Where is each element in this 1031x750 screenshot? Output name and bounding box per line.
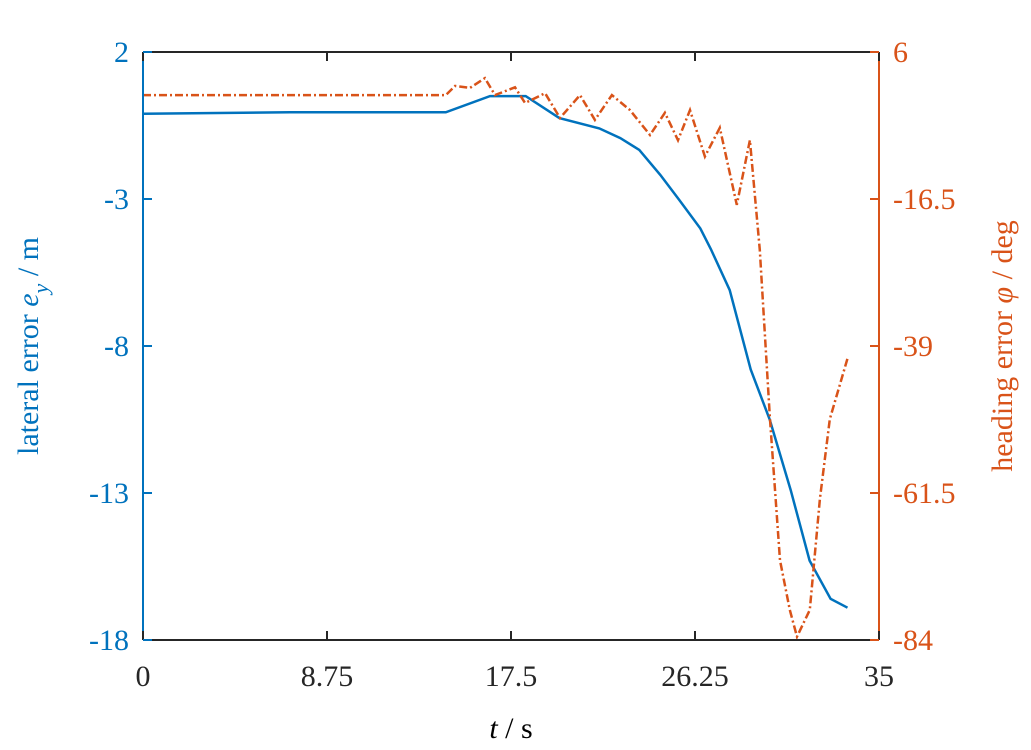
y-label-sub: y	[28, 283, 53, 295]
y2-axis-label: heading error φ / deg	[986, 220, 1019, 472]
y-tick-label: -8	[104, 330, 129, 363]
x-tick-label: 8.75	[301, 660, 354, 693]
x-axis-label: t / s	[489, 712, 532, 745]
x-tick-label: 17.5	[485, 660, 538, 693]
y-tick-label: 2	[114, 36, 129, 69]
x-tick-label: 0	[136, 660, 151, 693]
data-line	[142, 94, 849, 609]
data-line	[143, 76, 850, 641]
y2-tick-label: 6	[893, 36, 908, 69]
y-tick-label: -18	[89, 624, 129, 657]
x-label-var: t	[489, 712, 498, 745]
x-tick-label: 35	[864, 660, 894, 693]
y2-label-text: heading error	[986, 304, 1019, 472]
y2-tick-label: -61.5	[893, 477, 956, 510]
y2-tick-label: -39	[893, 330, 933, 363]
y-tick-label: -13	[89, 477, 129, 510]
y-axis-label: lateral error ey / m	[12, 237, 53, 455]
x-tick-label: 26.25	[661, 660, 729, 693]
y-tick-label: -3	[104, 183, 129, 216]
y2-tick-label: -16.5	[893, 183, 956, 216]
y-label-text: lateral error	[12, 307, 45, 455]
y2-tick-label: -84	[893, 624, 933, 657]
y-label-var: e	[12, 293, 45, 306]
x-label-unit: / s	[498, 712, 533, 745]
y2-label-unit: / deg	[986, 220, 1019, 287]
y-label-unit: / m	[12, 237, 45, 284]
y2-label-var: φ	[986, 287, 1019, 304]
